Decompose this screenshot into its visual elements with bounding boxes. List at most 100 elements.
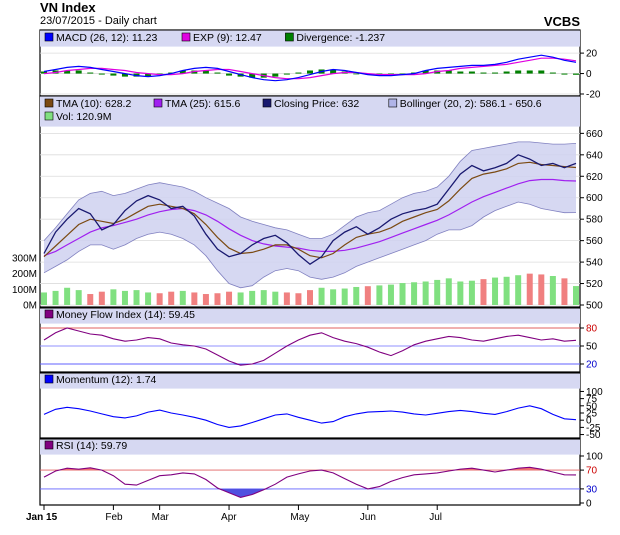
volume-bar [330,289,337,305]
momentum-tick-label-1: 75 [586,394,598,405]
macd-divergence-bar [561,73,568,75]
macd-divergence-bar [515,70,522,74]
momentum-tick-label-2: 50 [586,401,598,412]
volume-bar [376,285,383,305]
price-tick-label-0: 660 [586,129,603,140]
rsi-legend-band [40,439,580,455]
mfi-tick-label-1: 50 [586,342,598,353]
volume-bar [549,276,556,305]
momentum-line [43,405,577,428]
price-legend-label-1: TMA (25): 615.6 [165,98,240,110]
volume-bar [98,291,105,305]
mfi-tick-label-2: 20 [586,360,598,371]
macd-tick-label-0: 20 [586,49,598,60]
macd-divergence-bar [64,70,71,74]
macd-legend-band [40,30,580,47]
momentum-tick-label-0: 100 [586,387,603,398]
volume-bar [411,282,418,305]
macd-divergence-bar [121,73,128,77]
macd-divergence-bar [179,70,186,74]
volume-bar [307,290,313,305]
macd-legend-label-1: EXP (9): 12.47 [193,32,262,44]
price-legend-swatch-2 [262,98,272,108]
volume-bar [87,294,94,305]
volume-bar [64,287,71,305]
volume-bar [515,275,522,305]
macd-divergence-bar [145,73,152,77]
momentum-legend-label-0: Momentum (12): 1.74 [56,374,157,386]
volume-bar [202,294,209,305]
volume-bar [237,292,244,305]
macd-divergence-bar [573,73,579,75]
price-legend-swatch-0 [44,98,54,108]
rsi-tick-label-2: 30 [586,484,598,495]
momentum-legend-swatch-0 [44,374,54,384]
price-tick-label-4: 580 [586,215,603,226]
price-legend-label-4: Vol: 120.9M [56,111,111,123]
price-legend-label-0: TMA (10): 628.2 [56,98,131,110]
x-tick-label-4: May [290,512,309,523]
rsi-legend-swatch-0 [44,440,54,450]
rsi-line [43,466,577,498]
volume-tick-label-1: 200M [12,269,37,280]
mfi-tick-label-0: 80 [586,324,598,335]
volume-bar [75,290,82,305]
price-tick-label-3: 600 [586,193,603,204]
macd-divergence-bar [272,73,279,77]
macd-divergence-bar [526,70,533,74]
mfi-legend-band [40,308,580,324]
volume-bar [168,291,175,305]
macd-divergence-bar [283,73,290,75]
volume-bar [503,276,510,305]
macd-divergence-bar [399,73,406,75]
tma25-line [43,178,577,257]
momentum-tick-label-3: 25 [586,409,598,420]
rsi-legend-label-0: RSI (14): 59.79 [56,440,127,452]
volume-bar [41,292,47,305]
macd-divergence-bar [75,70,82,74]
macd-divergence-bar [549,72,556,74]
macd-divergence-bar [87,72,94,74]
volume-bar [492,277,499,305]
price-legend-label-2: Closing Price: 632 [274,98,359,110]
momentum-tick-label-5: -25 [586,423,601,434]
volume-bar [480,279,487,305]
volume-bar [341,288,348,305]
macd-divergence-bar [110,73,117,76]
macd-legend-label-2: Divergence: -1.237 [296,32,385,44]
volume-bar [214,293,221,305]
volume-bar [260,290,267,305]
macd-divergence-bar [249,73,256,78]
volume-bar [191,292,198,305]
volume-bar [110,289,117,305]
volume-bar [457,281,464,305]
macd-divergence-bar [307,70,313,74]
bollinger-lower [43,201,577,289]
brand-label: VCBS [543,14,580,29]
volume-bar [445,278,452,305]
volume-bar [156,293,163,305]
x-tick-label-6: Jul [429,512,442,523]
macd-line [43,54,577,82]
price-tick-label-5: 560 [586,236,603,247]
mfi-legend-label-0: Money Flow Index (14): 59.45 [56,309,195,321]
momentum-tick-label-4: 0 [586,416,592,427]
volume-bar [226,291,233,305]
macd-divergence-bar [457,71,464,74]
volume-bar [52,290,59,305]
tma10-line [43,161,577,259]
x-tick-label-2: Mar [152,512,170,523]
closing-price-line [43,154,577,266]
volume-bar [179,290,186,305]
volume-bar [318,287,325,305]
volume-tick-label-2: 100M [12,285,37,296]
price-legend-band [40,96,580,127]
macd-divergence-bar [503,71,510,74]
volume-bar [295,293,302,305]
x-tick-label-0: Jan 15 [26,512,58,523]
price-legend-swatch-1 [153,98,163,108]
price-tick-label-6: 540 [586,258,603,269]
volume-tick-label-3: 0M [23,301,37,312]
macd-exp-line [43,57,577,80]
macd-legend-label-0: MACD (26, 12): 11.23 [56,32,158,44]
